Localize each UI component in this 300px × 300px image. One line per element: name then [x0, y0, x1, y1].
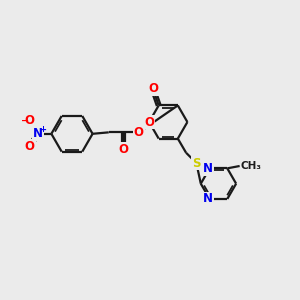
Text: O: O — [134, 126, 144, 139]
Text: N: N — [203, 193, 213, 206]
Text: N: N — [33, 127, 43, 140]
Text: S: S — [192, 157, 201, 169]
Text: CH₃: CH₃ — [241, 161, 262, 171]
Text: O: O — [144, 116, 154, 128]
Text: O: O — [148, 82, 158, 95]
Text: N: N — [203, 162, 213, 175]
Text: −: − — [20, 116, 28, 126]
Text: +: + — [39, 125, 46, 134]
Text: O: O — [25, 140, 35, 153]
Text: O: O — [24, 114, 34, 127]
Text: O: O — [118, 142, 128, 156]
